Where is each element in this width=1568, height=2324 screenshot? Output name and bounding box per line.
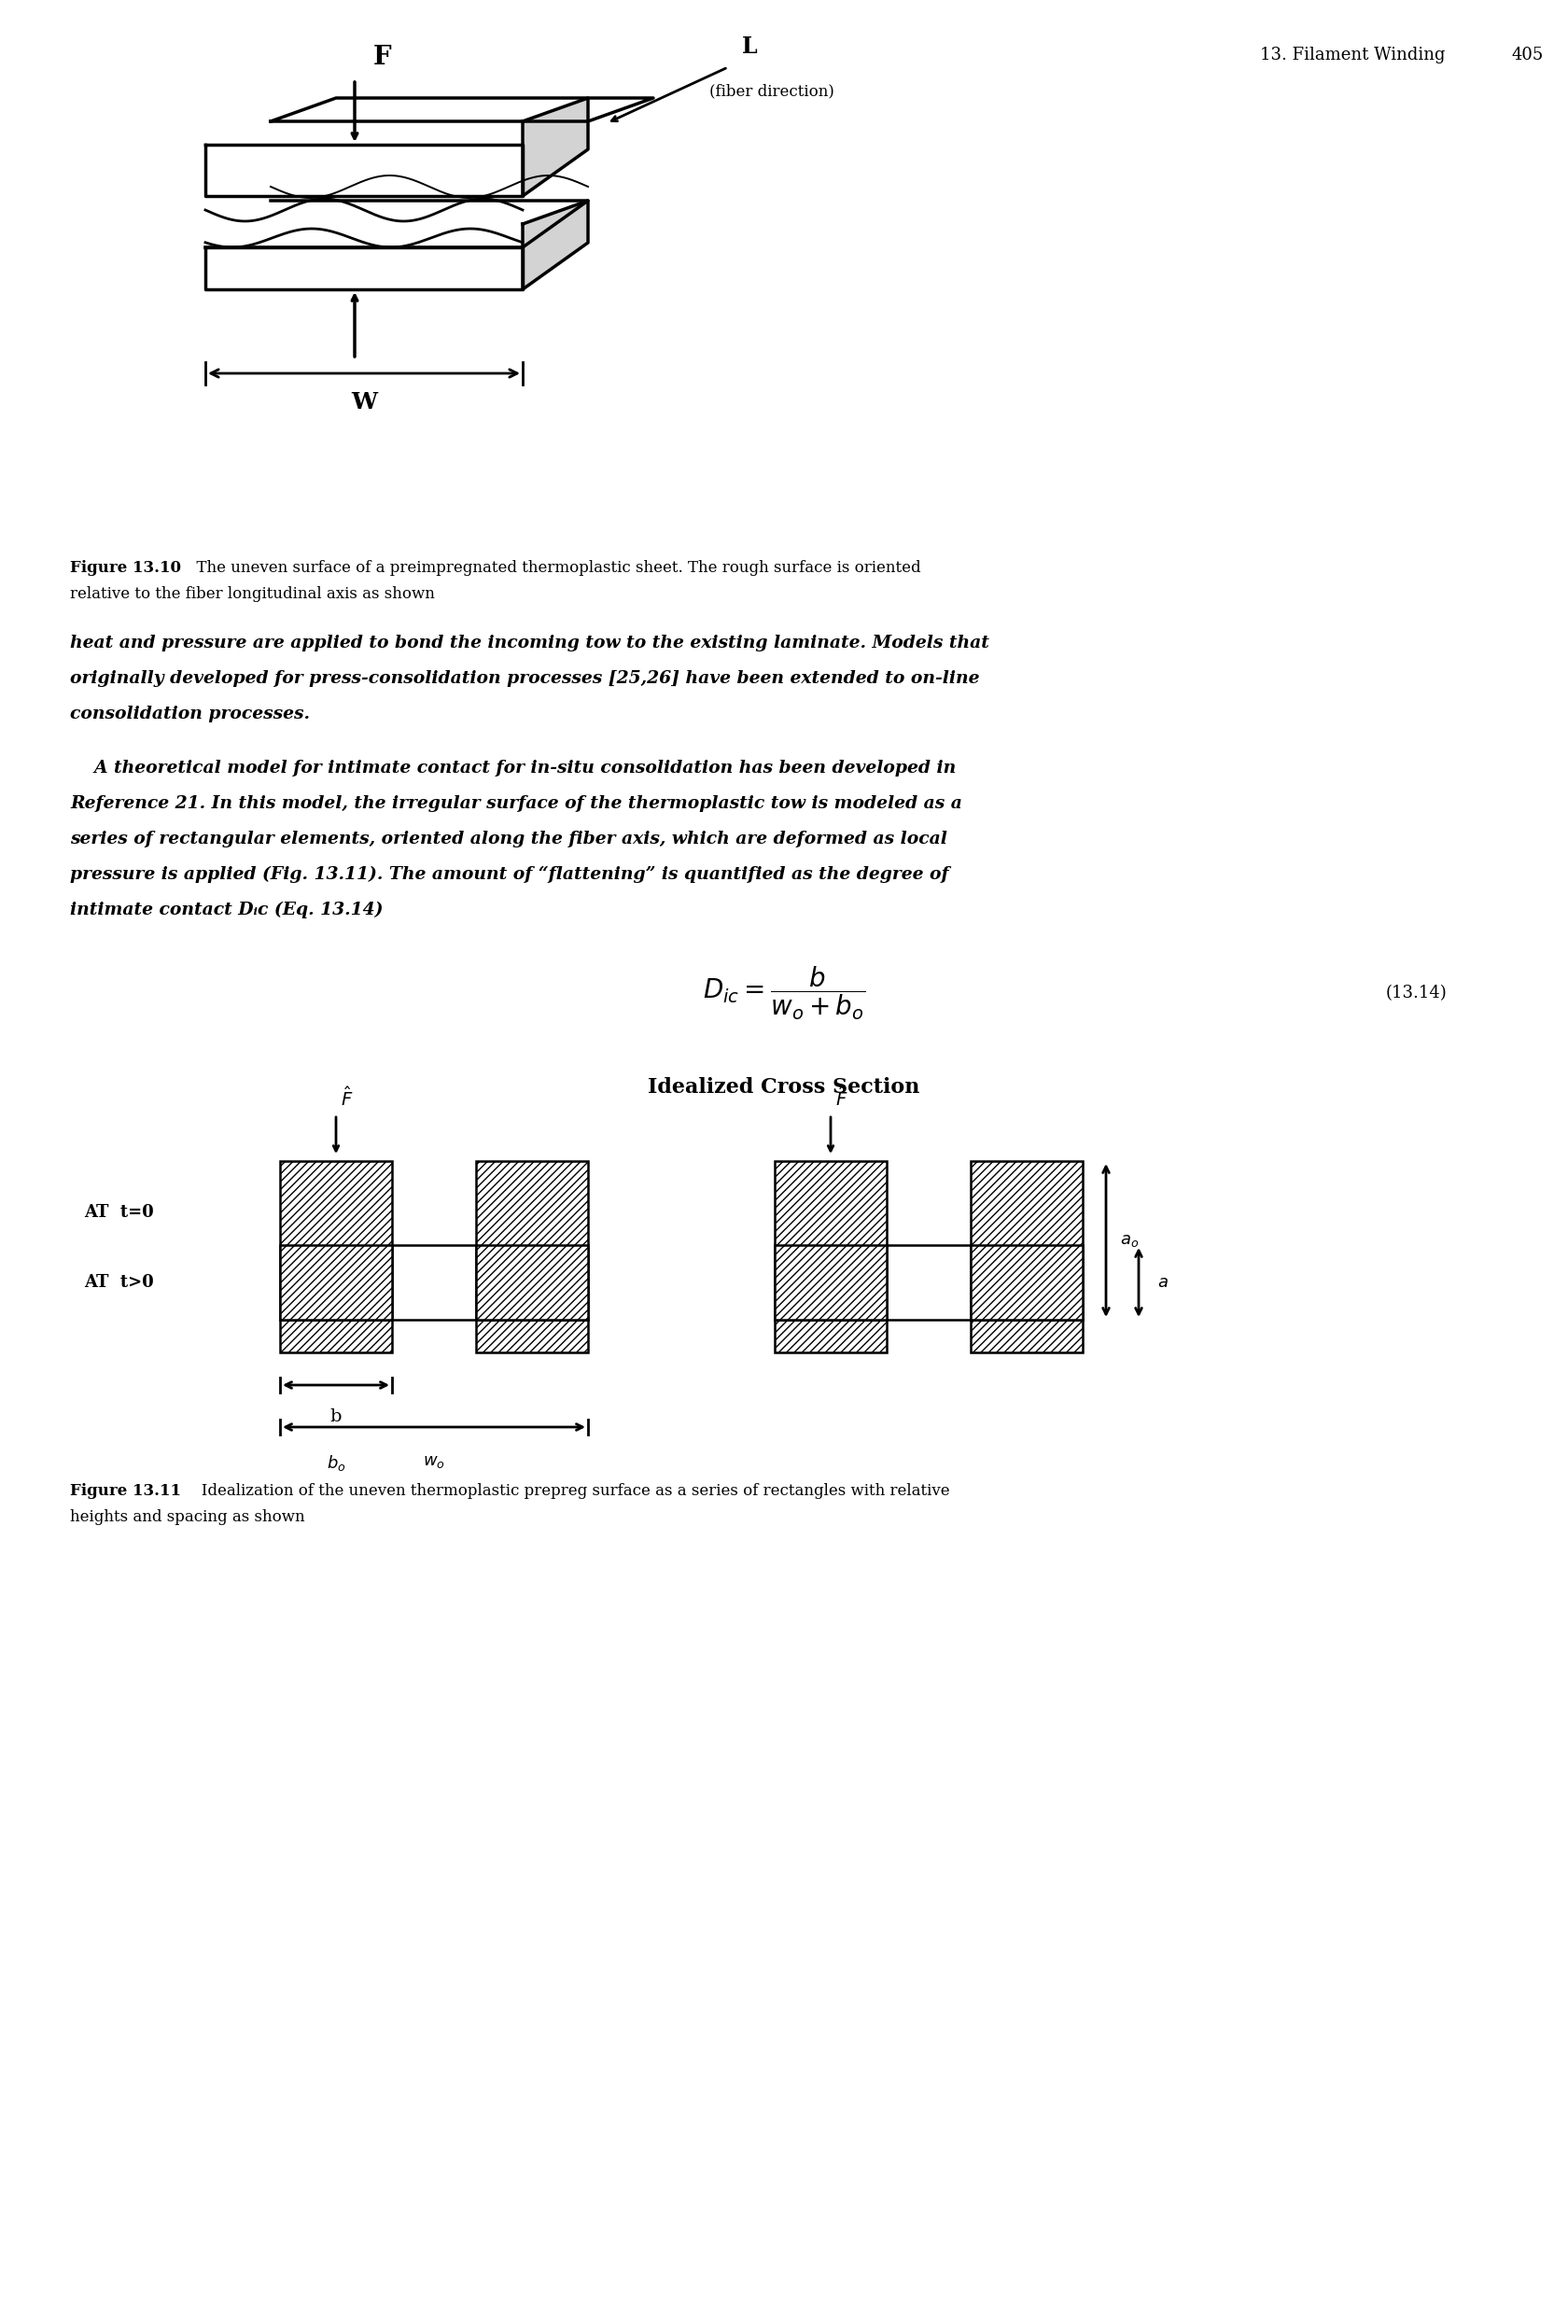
- Bar: [475, 1320, 588, 1353]
- Text: relative to the fiber longitudinal axis as shown: relative to the fiber longitudinal axis …: [71, 586, 434, 602]
- Bar: [971, 1246, 1082, 1320]
- Text: Figure 13.11: Figure 13.11: [71, 1483, 180, 1499]
- Text: 405: 405: [1512, 46, 1543, 63]
- Text: L: L: [742, 35, 757, 58]
- Text: $\hat{F}$: $\hat{F}$: [340, 1085, 353, 1111]
- Polygon shape: [205, 246, 522, 288]
- Bar: [279, 1320, 392, 1353]
- Bar: [886, 1246, 971, 1320]
- Text: Reference 21. In this model, the irregular surface of the thermoplastic tow is m: Reference 21. In this model, the irregul…: [71, 795, 961, 811]
- Text: b: b: [329, 1408, 342, 1425]
- Text: $D_{ic} = \dfrac{b}{w_o + b_o}$: $D_{ic} = \dfrac{b}{w_o + b_o}$: [702, 964, 864, 1023]
- Text: pressure is applied (Fig. 13.11). The amount of “flattening” is quantified as th: pressure is applied (Fig. 13.11). The am…: [71, 867, 949, 883]
- Bar: [775, 1162, 886, 1320]
- Text: heights and spacing as shown: heights and spacing as shown: [71, 1508, 304, 1525]
- Polygon shape: [271, 98, 652, 121]
- Text: originally developed for press-consolidation processes [25,26] have been extende: originally developed for press-consolida…: [71, 669, 978, 688]
- Bar: [279, 1162, 392, 1320]
- Text: 13. Filament Winding: 13. Filament Winding: [1259, 46, 1444, 63]
- Text: AT  t=0: AT t=0: [85, 1204, 154, 1220]
- Text: The uneven surface of a preimpregnated thermoplastic sheet. The rough surface is: The uneven surface of a preimpregnated t…: [187, 560, 920, 576]
- Text: Idealized Cross Section: Idealized Cross Section: [648, 1076, 919, 1097]
- Text: A theoretical model for intimate contact for in-situ consolidation has been deve: A theoretical model for intimate contact…: [71, 760, 955, 776]
- Text: $w_o$: $w_o$: [423, 1452, 445, 1471]
- Bar: [392, 1246, 475, 1320]
- Bar: [775, 1246, 886, 1320]
- Text: Idealization of the uneven thermoplastic prepreg surface as a series of rectangl: Idealization of the uneven thermoplastic…: [187, 1483, 949, 1499]
- Bar: [775, 1320, 886, 1353]
- Text: (13.14): (13.14): [1385, 985, 1446, 1002]
- Bar: [279, 1246, 392, 1320]
- Text: $\hat{F}$: $\hat{F}$: [834, 1085, 847, 1111]
- Text: intimate contact Dᵢᴄ (Eq. 13.14): intimate contact Dᵢᴄ (Eq. 13.14): [71, 902, 383, 918]
- Polygon shape: [522, 98, 588, 195]
- Polygon shape: [522, 200, 588, 288]
- Text: Figure 13.10: Figure 13.10: [71, 560, 180, 576]
- Bar: [475, 1162, 588, 1320]
- Bar: [971, 1320, 1082, 1353]
- Polygon shape: [205, 144, 522, 195]
- Text: W: W: [351, 390, 376, 414]
- Text: heat and pressure are applied to bond the incoming tow to the existing laminate.: heat and pressure are applied to bond th…: [71, 634, 989, 651]
- Text: series of rectangular elements, oriented along the fiber axis, which are deforme: series of rectangular elements, oriented…: [71, 830, 947, 848]
- Text: (fiber direction): (fiber direction): [709, 84, 834, 100]
- Bar: [971, 1162, 1082, 1320]
- Text: $a_o$: $a_o$: [1120, 1232, 1138, 1248]
- Text: $b_o$: $b_o$: [326, 1452, 345, 1473]
- Bar: [475, 1246, 588, 1320]
- Text: AT  t>0: AT t>0: [85, 1274, 154, 1290]
- Text: consolidation processes.: consolidation processes.: [71, 706, 310, 723]
- Text: $a$: $a$: [1157, 1274, 1168, 1290]
- Text: F: F: [373, 44, 392, 70]
